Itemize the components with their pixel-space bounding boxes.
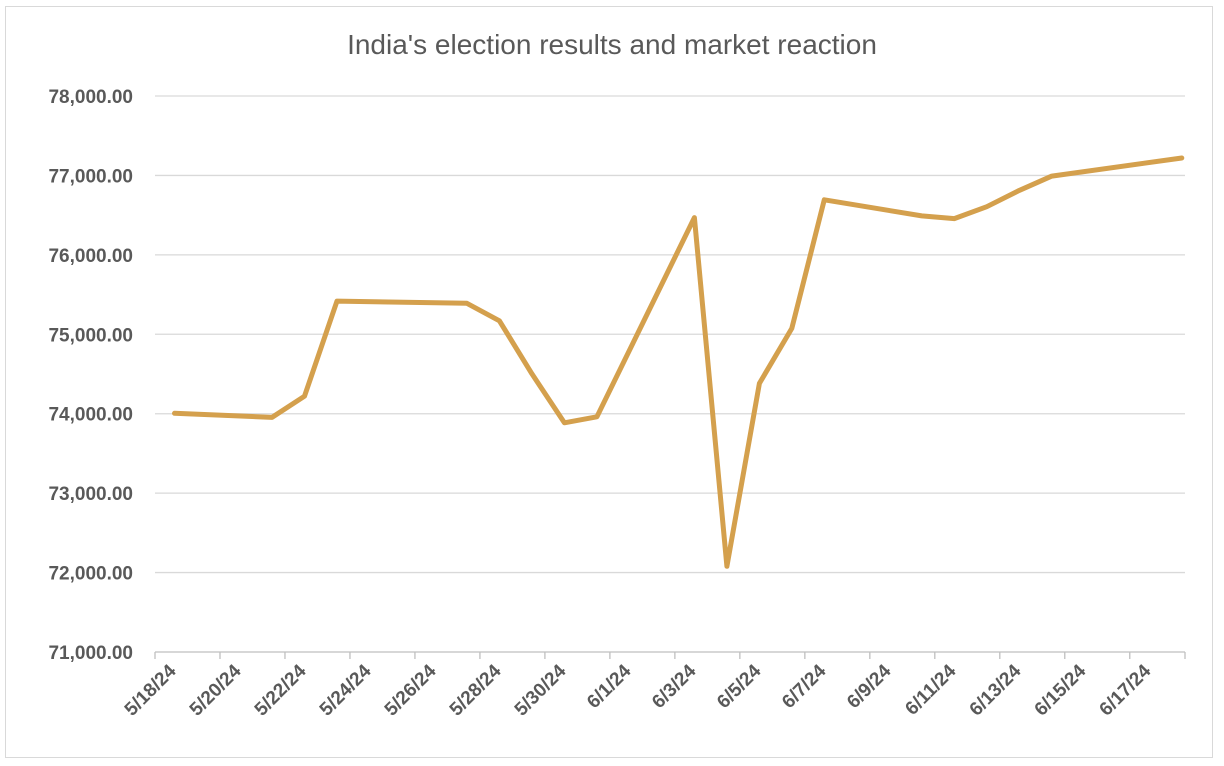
x-tick-label: 5/24/24 <box>316 660 376 720</box>
x-tick-label: 5/30/24 <box>511 660 571 720</box>
x-tick-label: 5/20/24 <box>186 660 246 720</box>
y-tick-label: 72,000.00 <box>48 564 133 585</box>
y-tick-label: 75,000.00 <box>48 325 133 346</box>
y-tick-label: 74,000.00 <box>48 405 133 426</box>
chart-title: India's election results and market reac… <box>347 29 877 60</box>
x-axis: 5/18/24 5/20/24 5/22/24 5/24/24 5/26/24 5/28/… <box>121 651 1186 720</box>
chart-frame <box>5 6 1213 758</box>
x-tick-label: 6/7/24 <box>778 660 831 713</box>
x-tick-label: 6/3/24 <box>648 660 701 713</box>
y-tick-label: 77,000.00 <box>48 166 133 187</box>
series-layer <box>172 155 1185 569</box>
x-tick-label: 6/15/24 <box>1031 660 1091 720</box>
y-axis: 71,000.00 72,000.00 73,000.00 74,000.00 75,0… <box>48 87 133 664</box>
x-tick-label: 6/17/24 <box>1096 660 1156 720</box>
series-line <box>172 155 1185 569</box>
x-tick-label: 6/13/24 <box>966 660 1026 720</box>
x-tick-label: 5/26/24 <box>381 660 441 720</box>
x-tick-label: 6/1/24 <box>583 660 636 713</box>
y-tick-label: 73,000.00 <box>48 484 133 505</box>
x-tick-label: 5/18/24 <box>121 660 181 720</box>
y-tick-label: 76,000.00 <box>48 246 133 267</box>
x-tick-label: 6/9/24 <box>843 660 896 713</box>
x-tick-label: 6/5/24 <box>713 660 766 713</box>
x-tick-label: 5/22/24 <box>251 660 311 720</box>
y-tick-label: 78,000.00 <box>48 87 133 108</box>
gridlines <box>155 95 1185 574</box>
x-tick-label: 6/11/24 <box>901 660 960 719</box>
y-tick-label: 71,000.00 <box>48 643 133 664</box>
x-tick-label: 5/28/24 <box>446 660 506 720</box>
